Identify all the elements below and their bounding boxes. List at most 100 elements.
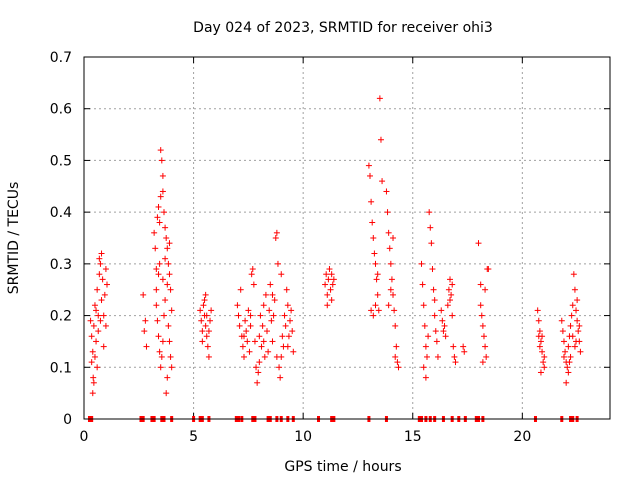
data-point xyxy=(102,266,109,273)
data-point xyxy=(90,322,97,329)
y-axis-label: SRMTID / TECUs xyxy=(6,182,22,295)
x-tick-label: 15 xyxy=(404,429,422,445)
data-point xyxy=(461,348,468,355)
data-point xyxy=(575,328,582,335)
data-point xyxy=(422,343,429,350)
y-tick-label: 0.3 xyxy=(50,257,72,273)
data-point xyxy=(478,312,485,319)
data-point xyxy=(324,302,331,309)
data-point xyxy=(370,235,377,241)
data-point xyxy=(159,276,166,283)
data-point xyxy=(157,364,164,371)
x-tick-labels: 0 5 10 15 20 xyxy=(80,429,532,445)
data-point xyxy=(535,317,542,324)
data-point xyxy=(451,353,458,360)
data-point xyxy=(558,317,565,324)
data-point xyxy=(574,297,581,304)
data-point xyxy=(420,302,427,309)
data-point xyxy=(197,307,204,314)
data-point xyxy=(368,198,375,205)
data-point xyxy=(322,281,329,288)
data-point xyxy=(168,307,175,314)
data-point xyxy=(156,348,163,355)
data-point xyxy=(156,260,163,267)
data-point xyxy=(91,302,98,309)
axis-ticks xyxy=(83,56,610,420)
data-point xyxy=(87,317,94,324)
data-point xyxy=(384,209,391,216)
data-point xyxy=(485,266,492,273)
data-point xyxy=(427,224,434,231)
data-point xyxy=(535,333,542,340)
data-point xyxy=(536,343,543,350)
data-point xyxy=(201,297,208,304)
data-point xyxy=(434,353,441,360)
data-point xyxy=(154,317,161,324)
data-point xyxy=(253,364,260,371)
data-point xyxy=(94,286,101,293)
data-point xyxy=(565,369,572,376)
data-point xyxy=(260,338,267,345)
data-point xyxy=(482,343,489,350)
data-point xyxy=(477,302,484,309)
data-point xyxy=(442,333,449,340)
data-point xyxy=(475,240,482,247)
data-point xyxy=(289,328,296,335)
data-point xyxy=(199,338,206,345)
data-point xyxy=(571,343,578,350)
data-point xyxy=(208,307,215,314)
data-point xyxy=(284,343,291,350)
data-point xyxy=(273,229,280,236)
data-point xyxy=(152,245,159,252)
data-point xyxy=(151,229,158,236)
data-point xyxy=(207,317,214,324)
data-point xyxy=(324,291,331,298)
data-point xyxy=(285,333,292,340)
x-tick-label: 0 xyxy=(80,429,89,445)
data-point xyxy=(573,307,580,314)
data-point xyxy=(325,276,332,283)
data-point xyxy=(431,297,438,304)
data-point xyxy=(288,307,295,314)
data-point xyxy=(479,322,486,329)
data-point xyxy=(245,307,252,314)
data-point xyxy=(279,333,286,340)
plot-frame xyxy=(83,56,611,420)
data-point xyxy=(441,322,448,329)
data-point xyxy=(284,302,291,309)
data-point xyxy=(428,240,435,247)
data-point xyxy=(143,343,150,350)
data-point xyxy=(390,291,397,298)
x-tick-label: 10 xyxy=(294,429,312,445)
data-point xyxy=(267,281,274,288)
data-point xyxy=(432,328,439,335)
data-point xyxy=(89,348,96,355)
data-point xyxy=(250,281,257,288)
data-point xyxy=(256,333,263,340)
data-point xyxy=(259,322,266,329)
data-point xyxy=(391,307,398,314)
data-point xyxy=(373,276,380,283)
data-point xyxy=(573,338,580,345)
data-point xyxy=(387,260,394,267)
data-point xyxy=(273,353,280,360)
data-point xyxy=(162,224,169,231)
data-point xyxy=(166,338,173,345)
data-point xyxy=(257,312,264,319)
data-point xyxy=(537,369,544,376)
data-point xyxy=(165,260,172,267)
data-point xyxy=(482,286,489,293)
data-point xyxy=(90,379,97,386)
data-point xyxy=(365,162,372,169)
data-point xyxy=(265,348,272,355)
y-tick-label: 0.2 xyxy=(50,309,72,325)
data-point xyxy=(95,328,102,335)
data-point xyxy=(374,271,381,278)
data-point xyxy=(392,353,399,360)
data-point xyxy=(272,235,279,241)
data-point xyxy=(242,317,249,324)
data-point xyxy=(154,214,161,221)
data-point xyxy=(426,209,433,216)
data-point xyxy=(248,271,255,278)
